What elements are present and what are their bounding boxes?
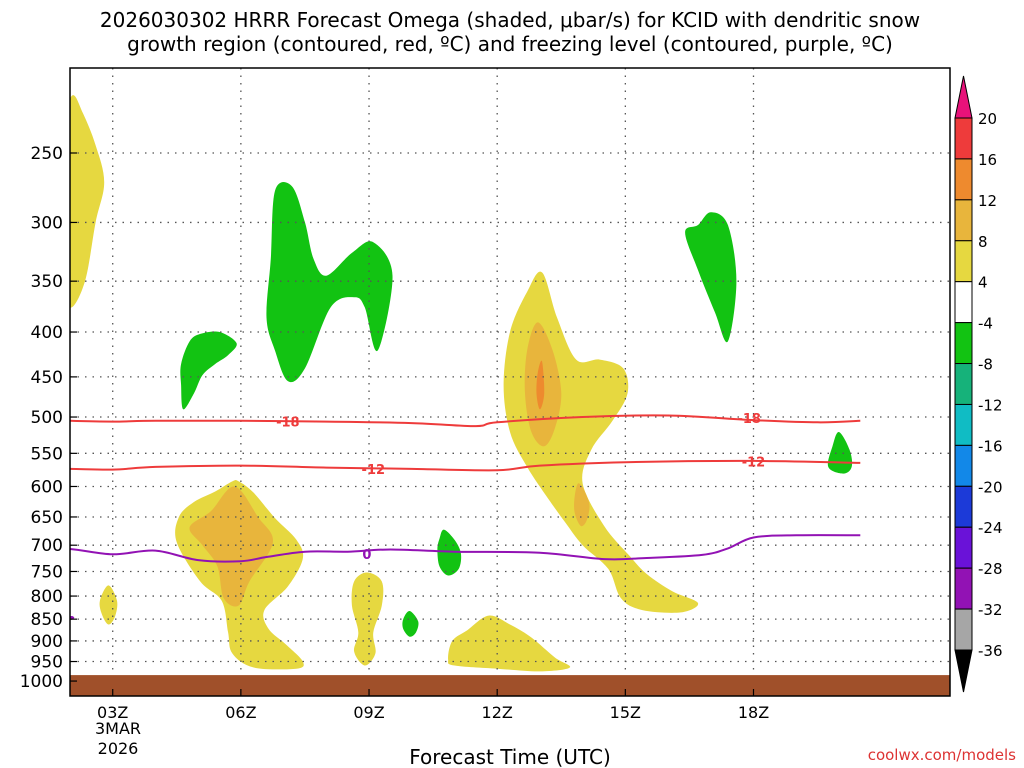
colorbar-label-4: 4 (978, 274, 988, 292)
plot-area: -18 -12 0 -18 -12 (70, 68, 950, 696)
colorbar-label-10: -24 (978, 519, 1003, 537)
omega-region-12 (351, 572, 384, 666)
colorbar-bin-6 (954, 363, 973, 405)
colorbar-label-7: -12 (978, 396, 1003, 414)
colorbar-label-13: -36 (978, 642, 1003, 660)
colorbar-bin-7 (954, 403, 973, 446)
colorbar-label-11: -28 (978, 560, 1003, 578)
contour-label-extra-0: -18 (737, 412, 761, 427)
y-tick-label-300: 300 (31, 213, 63, 233)
x-tick-label-15Z: 15Z (610, 703, 641, 722)
colorbar-label-5: -4 (978, 315, 993, 333)
ground-below-surface (70, 675, 950, 696)
y-tick-label-650: 650 (31, 508, 63, 528)
y-tick-label-850: 850 (31, 610, 63, 630)
y-tick-label-900: 900 (31, 632, 63, 652)
colorbar-bin-12 (954, 608, 973, 651)
omega-region-0 (70, 95, 105, 308)
colorbar-bin-9 (954, 485, 973, 528)
omega-region-15 (402, 610, 419, 637)
colorbar-bin-3 (954, 240, 973, 283)
colorbar-bin-8 (954, 444, 973, 487)
chart-title-line2: growth region (contoured, red, ºC) and f… (127, 32, 893, 56)
omega-region-3 (685, 212, 737, 343)
contour-label-dendritic-top: -18 (276, 416, 300, 431)
y-tick-label-350: 350 (31, 272, 63, 292)
colorbar-bin-1 (954, 158, 973, 201)
omega-region-13 (448, 615, 571, 672)
colorbar-bottom-arrow (954, 649, 973, 693)
colorbar-label-6: -8 (978, 356, 993, 374)
y-tick-label-750: 750 (31, 562, 63, 582)
contour-dendritic-bottom (70, 459, 861, 472)
y-tick-label-450: 450 (31, 368, 63, 388)
colorbar-bin-4 (954, 281, 973, 324)
omega-region-8 (574, 483, 590, 527)
y-tick-label-550: 550 (31, 444, 63, 464)
colorbar-bin-5 (954, 322, 973, 365)
y-tick-label-1000: 1000 (20, 672, 63, 692)
colorbar: 20 16 12 8 4 -4 -8 -12 -16 -20 -24 -28 -32 -36 (954, 75, 1003, 693)
colorbar-label-12: -32 (978, 601, 1003, 619)
x-axis: 03Z 06Z 09Z 12Z 15Z 18Z (97, 689, 769, 722)
colorbar-label-3: 8 (978, 233, 988, 251)
omega-region-11 (99, 585, 118, 625)
omega-region-10 (189, 486, 274, 607)
x-tick-label-18Z: 18Z (738, 703, 769, 722)
y-tick-label-600: 600 (31, 477, 63, 497)
contour-label-dendritic-bottom: -12 (362, 463, 386, 478)
omega-region-7 (536, 360, 545, 410)
contour-dendritic-top (70, 414, 861, 428)
colorbar-bin-11 (954, 567, 973, 610)
contour-label-extra-1: -12 (742, 456, 766, 471)
omega-region-2 (266, 182, 393, 383)
credit-text: coolwx.com/models (868, 746, 1016, 764)
contour-label-freezing-level: 0 (362, 548, 371, 563)
temperature-contours: -18 -12 0 -18 -12 (70, 412, 861, 563)
colorbar-label-8: -16 (978, 437, 1003, 455)
y-tick-label-500: 500 (31, 408, 63, 428)
colorbar-label-9: -20 (978, 478, 1003, 496)
x-axis-title: Forecast Time (UTC) (409, 745, 611, 768)
colorbar-bin-0 (954, 117, 973, 160)
y-tick-label-250: 250 (31, 144, 63, 164)
omega-region-14 (437, 529, 462, 576)
x-tick-label-09Z: 09Z (353, 703, 384, 722)
y-tick-label-800: 800 (31, 587, 63, 607)
x-tick-label-06Z: 06Z (225, 703, 256, 722)
colorbar-label-0: 20 (978, 110, 997, 128)
plot-frame (69, 67, 951, 697)
omega-region-1 (180, 331, 237, 410)
date-label-day: 3MAR (95, 719, 141, 738)
y-tick-label-700: 700 (31, 536, 63, 556)
x-tick-label-03Z: 03Z (97, 703, 128, 722)
y-tick-label-400: 400 (31, 323, 63, 343)
colorbar-label-1: 16 (978, 151, 997, 169)
x-tick-label-12Z: 12Z (482, 703, 513, 722)
y-axis: 2503003504004505005506006507007508008509… (20, 144, 77, 692)
colorbar-bin-10 (954, 526, 973, 569)
colorbar-label-2: 12 (978, 192, 997, 210)
colorbar-bin-2 (954, 199, 973, 242)
contour-freezing-level (70, 534, 861, 563)
date-label-year: 2026 (98, 739, 139, 758)
omega-shading (70, 95, 853, 672)
y-tick-label-950: 950 (31, 653, 63, 673)
chart-title-line1: 2026030302 HRRR Forecast Omega (shaded, … (100, 8, 920, 32)
